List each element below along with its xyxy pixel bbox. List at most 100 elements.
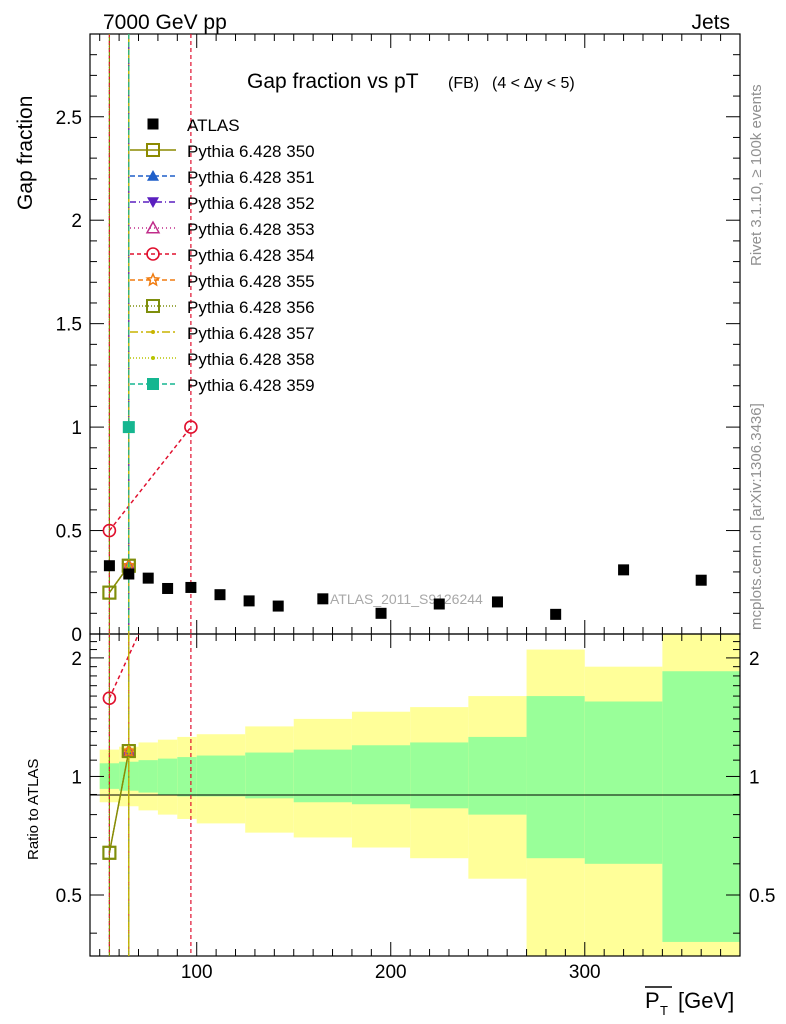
y-tick-label-main: 1 [71, 418, 82, 439]
legend-label: Pythia 6.428 353 [187, 220, 315, 239]
atlas-data-point [433, 598, 445, 610]
legend-marker [147, 118, 159, 130]
legend-marker [146, 299, 160, 313]
atlas-data-point [243, 595, 255, 607]
legend-label: Pythia 6.428 356 [187, 298, 315, 317]
legend-marker [151, 330, 155, 334]
inner-band-bin [584, 701, 663, 864]
atlas-data-point [272, 600, 284, 612]
ratio-point [126, 749, 131, 754]
data-point [122, 421, 135, 434]
legend-label: Pythia 6.428 359 [187, 376, 315, 395]
legend-entry: Pythia 6.428 358 [130, 350, 315, 369]
y-tick-label-main: 0.5 [56, 522, 82, 543]
data-point [102, 585, 117, 600]
atlas-data-point [162, 582, 174, 594]
inner-band-bin [177, 757, 197, 797]
inner-band-bin [196, 755, 246, 797]
atlas-data-point [142, 572, 154, 584]
x-tick-label: 100 [181, 962, 213, 983]
legend-entry: Pythia 6.428 350 [130, 142, 315, 161]
ratio-point [102, 845, 117, 860]
legend: ATLAS Pythia 6.428 350 Pythia 6.428 351 Pyt… [130, 116, 315, 395]
y-tick-label-main: 0 [71, 625, 82, 646]
legend-label: Pythia 6.428 354 [187, 246, 315, 265]
atlas-data-point [103, 560, 115, 572]
legend-marker [147, 378, 159, 390]
legend-entry: Pythia 6.428 355 [130, 272, 315, 291]
legend-label: Pythia 6.428 355 [187, 272, 315, 291]
legend-marker [147, 197, 159, 208]
y-tick-label-main: 2.5 [56, 108, 82, 129]
inner-band-bin [245, 752, 294, 799]
series-pythia-6.428-350 [102, 34, 136, 634]
inner-band-bin [662, 671, 740, 942]
ratio-series-pythia-6.428-354 [102, 634, 192, 956]
atlas-data-point [491, 596, 503, 608]
y-tick-label-ratio: 1 [71, 767, 82, 788]
ratio-line [108, 634, 140, 699]
legend-entry: Pythia 6.428 354 [130, 246, 315, 265]
legend-marker [145, 220, 161, 234]
atlas-data-point [185, 581, 197, 593]
atlas-data-point [550, 608, 562, 620]
y-tick-label-ratio: 2 [71, 649, 82, 670]
header-right-label: Jets [691, 11, 730, 34]
atlas-data-point [214, 589, 226, 601]
x-tick-label: 300 [569, 962, 601, 983]
inner-band-bin [468, 736, 527, 815]
ratio-panel-marks [102, 634, 192, 956]
chart-title-sub: (FB) [448, 75, 479, 92]
legend-entry: Pythia 6.428 356 [130, 298, 315, 317]
legend-entry: Pythia 6.428 351 [130, 168, 315, 187]
y-tick-label-ratio: 0.5 [56, 886, 82, 907]
chart-title-main: Gap fraction vs pT [247, 70, 419, 93]
mcplots-label: mcplots.cern.ch [arXiv:1306.3436] [748, 403, 765, 630]
x-axis-label-subscript: T [660, 1003, 668, 1018]
data-point [184, 420, 198, 434]
legend-entry-atlas: ATLAS [147, 116, 240, 135]
series-pythia-6.428-356 [102, 34, 136, 634]
x-tick-label: 200 [375, 962, 407, 983]
y-tick-label-main: 2 [71, 211, 82, 232]
x-axis-label-unit: [GeV] [678, 988, 734, 1013]
legend-entry: Pythia 6.428 352 [130, 194, 315, 213]
x-axis-label-symbol: P [645, 988, 660, 1013]
legend-marker [147, 170, 159, 181]
rivet-version-label: Rivet 3.1.10, ≥ 100k events [748, 84, 765, 266]
legend-label: ATLAS [187, 116, 240, 135]
chart-title: Gap fraction vs pT (FB) (4 < Δy < 5) [247, 70, 575, 93]
ratio-point [102, 691, 117, 706]
y-tick-label-ratio-right: 0.5 [749, 886, 775, 907]
atlas-data-point [695, 574, 707, 586]
ratio-panel-frame [89, 633, 741, 957]
atlas-data-point [618, 564, 630, 576]
y-tick-label-ratio-right: 2 [749, 649, 760, 670]
atlas-data-point [123, 568, 135, 580]
legend-label: Pythia 6.428 351 [187, 168, 315, 187]
legend-marker [146, 143, 160, 157]
legend-marker [151, 356, 155, 360]
x-axis-label: P T [GeV] [645, 986, 734, 1018]
inner-band-bin [351, 745, 411, 805]
y-axis-label-main: Gap fraction [14, 96, 37, 210]
axis-tick-labels: 100 200 300 0 0.5 1 1.5 2 2.5 0.5 0.5 1 1 2 2 [56, 108, 776, 983]
legend-entry: Pythia 6.428 357 [130, 324, 315, 343]
axis-ticks [90, 34, 741, 956]
ratio-line [108, 750, 130, 853]
main-panel-marks [102, 34, 707, 634]
inner-band-bin [293, 749, 352, 803]
inner-band-bin [138, 760, 158, 793]
legend-label: Pythia 6.428 350 [187, 142, 315, 161]
legend-label: Pythia 6.428 352 [187, 194, 315, 213]
analysis-watermark: ATLAS_2011_S9126244 [330, 591, 483, 607]
legend-entry: Pythia 6.428 359 [130, 376, 315, 395]
atlas-data-point [375, 607, 387, 619]
inner-band-bin [410, 742, 469, 809]
series-pythia-6.428-359 [122, 34, 135, 634]
legend-label: Pythia 6.428 357 [187, 324, 315, 343]
series-line [108, 426, 192, 532]
data-point [102, 523, 117, 538]
legend-entry: Pythia 6.428 353 [130, 220, 315, 239]
